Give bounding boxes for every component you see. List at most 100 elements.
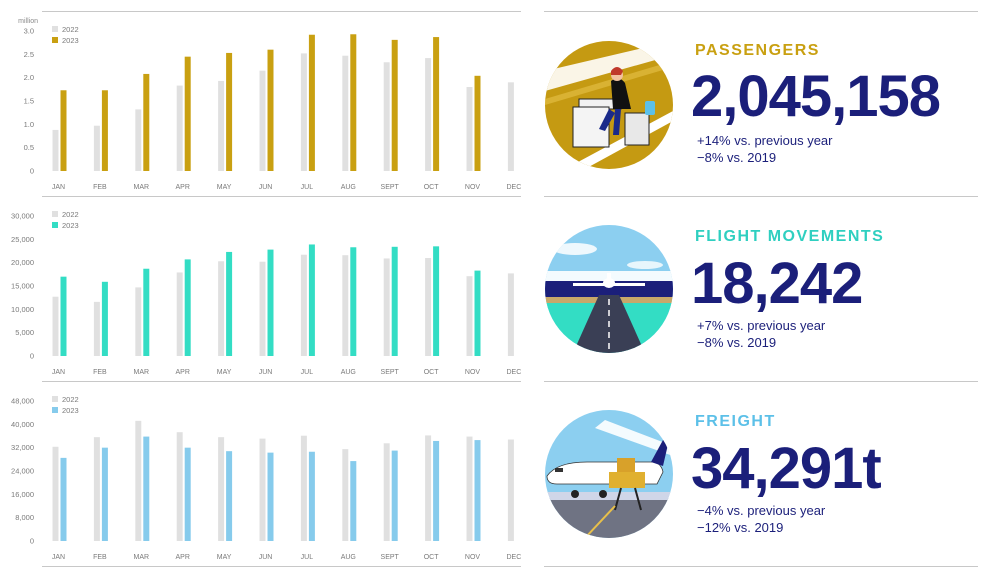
bar-2022-jul bbox=[300, 53, 307, 171]
x-tick-label: AUG bbox=[341, 554, 356, 561]
bar-2023-mar bbox=[143, 73, 150, 171]
bar-2022-apr bbox=[176, 272, 183, 356]
x-tick-label: JAN bbox=[52, 554, 65, 561]
x-tick-label: JUN bbox=[259, 369, 273, 376]
y-tick-label: 2.5 bbox=[24, 50, 34, 59]
y-tick-label: 1.5 bbox=[24, 97, 34, 106]
x-tick-label: NOV bbox=[465, 554, 481, 561]
legend-label: 2022 bbox=[62, 210, 79, 219]
bar-2022-jul bbox=[300, 254, 307, 356]
bar-2022-jan bbox=[52, 296, 59, 356]
x-tick-label: APR bbox=[175, 184, 189, 191]
bar-2023-sept bbox=[391, 450, 398, 541]
bar-2022-nov bbox=[466, 276, 473, 356]
passenger-illustration bbox=[545, 41, 673, 169]
bar-2022-feb bbox=[93, 125, 100, 171]
bar-2023-nov bbox=[474, 440, 481, 541]
bar-2022-jul bbox=[300, 435, 307, 541]
divider bbox=[544, 566, 978, 567]
bar-2022-may bbox=[218, 437, 225, 541]
stat-heading: FREIGHT bbox=[695, 413, 776, 430]
bar-2023-may bbox=[226, 451, 233, 541]
bar-2023-aug bbox=[350, 247, 357, 356]
bar-2023-sept bbox=[391, 39, 398, 171]
bar-2023-jan bbox=[60, 457, 67, 541]
y-tick-label: 0 bbox=[30, 167, 34, 176]
x-tick-label: FEB bbox=[93, 554, 107, 561]
divider bbox=[42, 566, 521, 567]
y-tick-label: 0.5 bbox=[24, 143, 34, 152]
bar-2022-aug bbox=[342, 255, 349, 356]
y-tick-label: 0 bbox=[30, 537, 34, 546]
legend-swatch bbox=[52, 396, 58, 402]
x-tick-label: APR bbox=[175, 554, 189, 561]
bar-2022-aug bbox=[342, 449, 349, 541]
x-tick-label: OCT bbox=[424, 369, 440, 376]
divider bbox=[42, 196, 521, 197]
x-tick-label: NOV bbox=[465, 184, 481, 191]
bar-2023-nov bbox=[474, 270, 481, 356]
bar-2022-jan bbox=[52, 446, 59, 541]
x-tick-label: MAR bbox=[134, 184, 150, 191]
bar-2023-feb bbox=[101, 447, 108, 541]
x-tick-label: FEB bbox=[93, 369, 107, 376]
x-tick-label: JAN bbox=[52, 184, 65, 191]
bar-2022-dec bbox=[507, 439, 514, 541]
divider bbox=[544, 196, 978, 197]
stat-yoy: +7% vs. previous year bbox=[697, 318, 826, 333]
bar-2023-oct bbox=[433, 37, 440, 171]
x-tick-label: JUN bbox=[259, 184, 273, 191]
stat-heading: FLIGHT MOVEMENTS bbox=[695, 228, 885, 245]
x-tick-label: FEB bbox=[93, 184, 107, 191]
y-tick-label: 25,000 bbox=[11, 235, 34, 244]
bar-2023-feb bbox=[101, 90, 108, 171]
bar-2022-apr bbox=[176, 432, 183, 541]
x-tick-label: JUL bbox=[301, 554, 314, 561]
legend-label: 2022 bbox=[62, 25, 79, 34]
freight-chart: 0 8,000 16,000 24,000 32,000 40,000 48,000 JAN F… bbox=[11, 395, 522, 561]
x-tick-label: OCT bbox=[424, 184, 440, 191]
divider bbox=[544, 381, 978, 382]
flight-movements-panel: FLIGHT MOVEMENTS 18,242 +7% vs. previous… bbox=[545, 197, 985, 381]
bar-2022-may bbox=[218, 80, 225, 171]
bar-2023-may bbox=[226, 251, 233, 356]
x-tick-label: DEC bbox=[507, 554, 522, 561]
legend-label: 2023 bbox=[62, 36, 79, 45]
stat-heading: PASSENGERS bbox=[695, 42, 820, 59]
y-axis-unit-label: million bbox=[18, 18, 38, 25]
bar-2023-mar bbox=[143, 436, 150, 541]
y-tick-label: 16,000 bbox=[11, 490, 34, 499]
x-tick-label: SEPT bbox=[381, 369, 400, 376]
bar-2022-jun bbox=[259, 70, 266, 171]
x-tick-label: APR bbox=[175, 369, 189, 376]
stat-vs-2019: −8% vs. 2019 bbox=[697, 150, 777, 165]
bar-2023-apr bbox=[184, 56, 191, 171]
stat-yoy: +14% vs. previous year bbox=[697, 133, 833, 148]
x-tick-label: SEPT bbox=[381, 554, 400, 561]
y-tick-label: 48,000 bbox=[11, 397, 34, 406]
x-tick-label: DEC bbox=[507, 184, 522, 191]
bar-2023-nov bbox=[474, 75, 481, 171]
passengers-chart: million 0 0.5 1.0 1.5 2.0 2.5 3.0 JAN FEB MAR APR MA… bbox=[18, 18, 522, 191]
bar-2023-aug bbox=[350, 34, 357, 172]
bar-2023-may bbox=[226, 52, 233, 171]
y-tick-label: 32,000 bbox=[11, 443, 34, 452]
legend-label: 2023 bbox=[62, 221, 79, 230]
bar-2023-apr bbox=[184, 447, 191, 541]
x-tick-label: JUL bbox=[301, 184, 314, 191]
stat-value: 34,291t bbox=[691, 436, 882, 501]
legend-label: 2023 bbox=[62, 406, 79, 415]
bar-2022-dec bbox=[507, 273, 514, 356]
x-tick-label: SEPT bbox=[381, 184, 400, 191]
bar-2023-mar bbox=[143, 268, 150, 356]
x-tick-label: MAY bbox=[217, 369, 232, 376]
legend-swatch bbox=[52, 37, 58, 43]
bar-2022-dec bbox=[507, 82, 514, 171]
x-tick-label: AUG bbox=[341, 184, 356, 191]
bar-2023-jul bbox=[308, 34, 315, 171]
y-tick-label: 1.0 bbox=[24, 120, 34, 129]
legend-swatch bbox=[52, 222, 58, 228]
legend-swatch bbox=[52, 407, 58, 413]
x-tick-label: JAN bbox=[52, 369, 65, 376]
y-tick-label: 30,000 bbox=[11, 212, 34, 221]
